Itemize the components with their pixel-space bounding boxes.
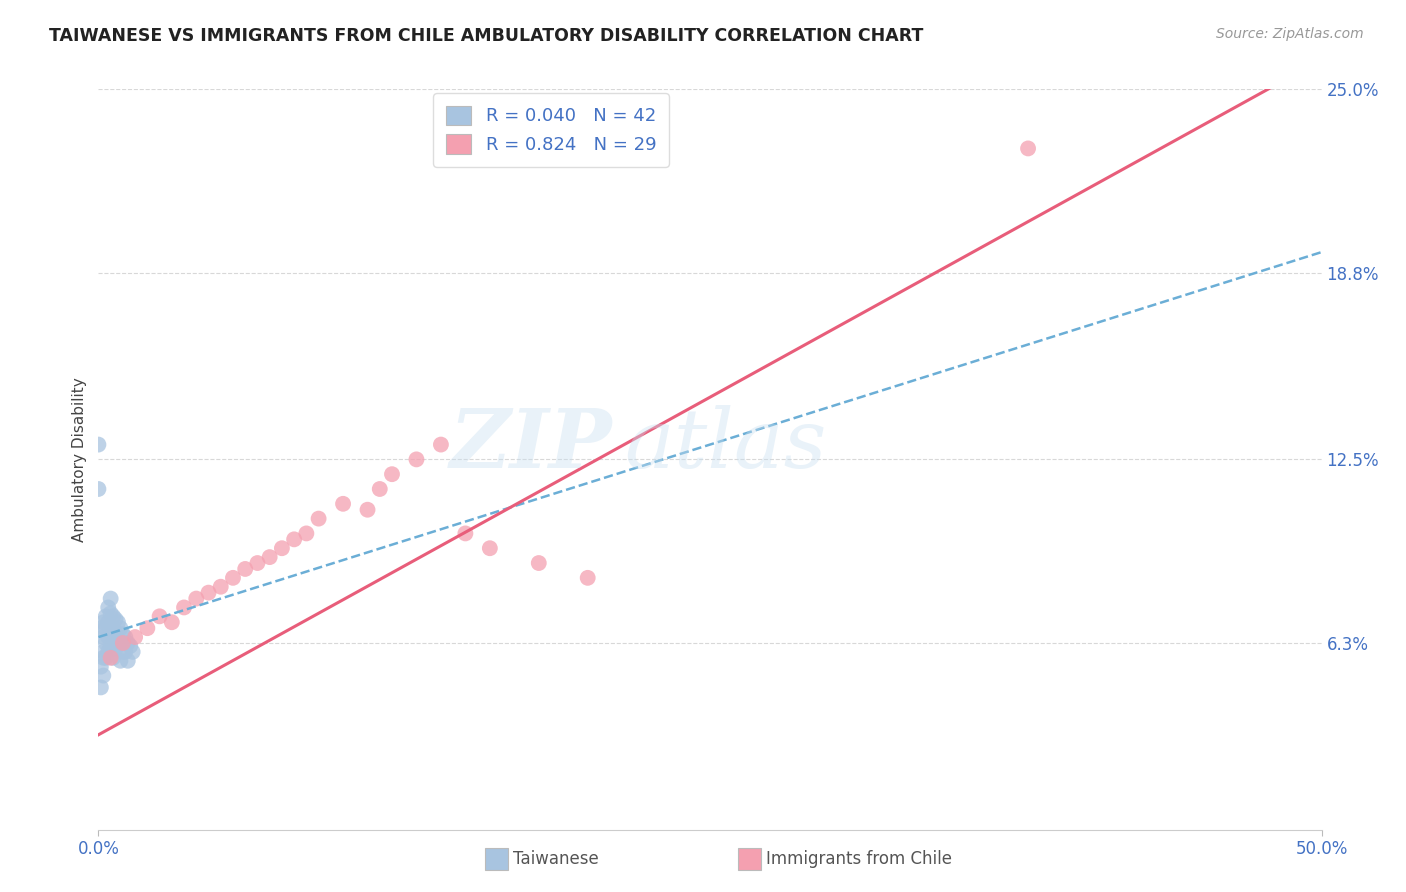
Point xyxy=(160,615,183,630)
Point xyxy=(87,482,110,496)
Point xyxy=(91,630,114,644)
Point xyxy=(107,633,129,648)
Point xyxy=(332,497,354,511)
Point xyxy=(478,541,501,556)
Point xyxy=(283,533,305,547)
Point xyxy=(124,630,146,644)
Point xyxy=(100,624,122,639)
Point xyxy=(101,650,124,665)
Point xyxy=(117,654,139,668)
Text: Taiwanese: Taiwanese xyxy=(513,850,599,868)
Point xyxy=(87,437,110,451)
Point xyxy=(149,609,172,624)
Point xyxy=(97,600,120,615)
Point xyxy=(100,607,122,621)
Point xyxy=(405,452,427,467)
Point xyxy=(94,636,117,650)
Point xyxy=(104,627,127,641)
Point xyxy=(100,591,122,606)
Point xyxy=(259,550,281,565)
Point xyxy=(111,645,134,659)
Point xyxy=(90,621,112,635)
Legend: R = 0.040   N = 42, R = 0.824   N = 29: R = 0.040 N = 42, R = 0.824 N = 29 xyxy=(433,93,669,167)
Text: ZIP: ZIP xyxy=(450,405,612,484)
Point xyxy=(120,639,142,653)
Point xyxy=(114,645,136,659)
Point xyxy=(104,641,127,656)
Point xyxy=(91,668,114,682)
Point xyxy=(97,645,120,659)
Point xyxy=(100,639,122,653)
Y-axis label: Ambulatory Disability: Ambulatory Disability xyxy=(72,377,87,541)
Point xyxy=(91,650,114,665)
Text: Immigrants from Chile: Immigrants from Chile xyxy=(766,850,952,868)
Point xyxy=(246,556,269,570)
Point xyxy=(576,571,599,585)
Point xyxy=(209,580,232,594)
Point xyxy=(111,636,134,650)
Point xyxy=(100,650,122,665)
Point xyxy=(97,615,120,630)
Point xyxy=(94,650,117,665)
Point xyxy=(454,526,477,541)
Text: atlas: atlas xyxy=(624,405,827,484)
Point xyxy=(101,609,124,624)
Point xyxy=(197,585,219,599)
Point xyxy=(308,511,330,525)
Point xyxy=(111,627,134,641)
Point xyxy=(270,541,294,556)
Point xyxy=(295,526,318,541)
Point xyxy=(114,630,136,644)
Point xyxy=(527,556,550,570)
Point xyxy=(121,645,143,659)
Point xyxy=(381,467,404,482)
Point xyxy=(110,621,132,635)
Text: Source: ZipAtlas.com: Source: ZipAtlas.com xyxy=(1216,27,1364,41)
Text: TAIWANESE VS IMMIGRANTS FROM CHILE AMBULATORY DISABILITY CORRELATION CHART: TAIWANESE VS IMMIGRANTS FROM CHILE AMBUL… xyxy=(49,27,924,45)
Point xyxy=(136,621,159,635)
Point xyxy=(368,482,391,496)
Point xyxy=(97,630,120,644)
Point xyxy=(110,654,132,668)
Point xyxy=(222,571,245,585)
Point xyxy=(94,621,117,635)
Point xyxy=(233,562,256,576)
Point xyxy=(91,615,114,630)
Point xyxy=(430,437,453,451)
Point xyxy=(94,609,117,624)
Point xyxy=(173,600,195,615)
Point xyxy=(101,621,124,635)
Point xyxy=(356,502,378,516)
Point xyxy=(107,615,129,630)
Point xyxy=(104,612,127,626)
Point xyxy=(1017,141,1039,155)
Point xyxy=(186,591,208,606)
Point xyxy=(110,636,132,650)
Point xyxy=(101,636,124,650)
Point xyxy=(91,645,114,659)
Point xyxy=(117,636,139,650)
Point xyxy=(90,681,112,695)
Point xyxy=(90,659,112,673)
